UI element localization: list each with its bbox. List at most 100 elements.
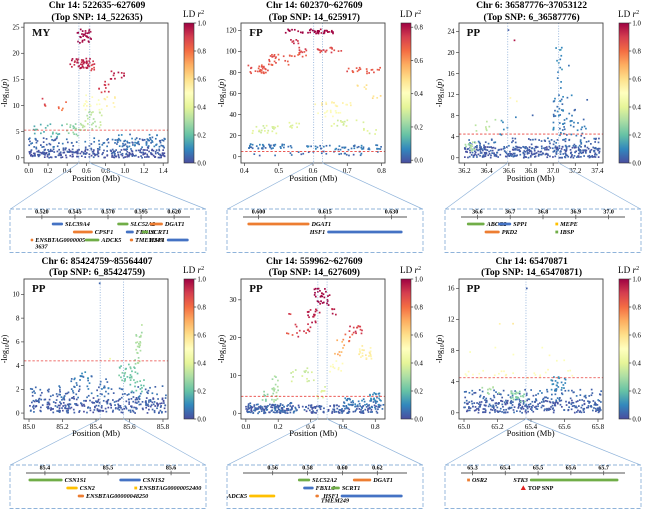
x-tick-label: 36.6 <box>502 167 515 175</box>
connector-line <box>89 162 206 210</box>
gene-label: ENSBTAG0000005 3637 <box>34 237 85 250</box>
gene-bar-cpsf1 <box>72 230 93 234</box>
trait-label: PP <box>466 282 481 295</box>
plot-frame <box>458 278 604 419</box>
gene-label: TMEM249 <box>135 237 163 244</box>
x-axis-label: Position (Mb) <box>289 172 338 183</box>
colorbar-tick-label: 0.8 <box>415 304 424 311</box>
top-snp-marker <box>520 484 526 490</box>
y-tick-label: 25 <box>13 23 20 31</box>
colorbar-tick-label: 0.2 <box>415 124 424 131</box>
ld-r2-label: LD r2 <box>183 265 204 275</box>
gene-ruler-tick-label: 85.4 <box>40 465 50 471</box>
colorbar-tick-label: 0.6 <box>632 76 641 83</box>
x-axis-label: Position (Mb) <box>506 428 555 438</box>
gene-label: DGAT1 <box>164 221 185 228</box>
plot-frame <box>23 278 169 419</box>
gene-bar-fbxl6 <box>303 486 314 489</box>
colorbar-tick-label: 1.0 <box>632 20 641 27</box>
gene-bar-hsf1 <box>340 494 403 497</box>
colorbar-tick-label: 0.2 <box>197 132 206 139</box>
scatter-layer <box>463 29 601 159</box>
y-axis-label: -log10(p) <box>435 78 446 107</box>
x-tick-label: 0.0 <box>24 167 33 175</box>
gene-ruler-tick-label: 0.615 <box>319 209 332 215</box>
panel-plot-svg: 85.0 85.2 85.4 85.6 85.8 0 2 4 6 8 10 -log10(p) 1.0 0… <box>0 265 206 509</box>
gene-ruler-tick-label: 0.570 <box>101 209 114 215</box>
y-tick-label: 8 <box>16 314 20 322</box>
y-tick-label: 4 <box>16 361 20 369</box>
x-tick-label: 65.6 <box>558 422 571 430</box>
gene-ruler-tick-label: 0.630 <box>385 209 398 215</box>
gene-bar-hsf1 <box>166 238 189 242</box>
gene-label: ABCG2 <box>485 221 506 228</box>
ld-r2-label: LD r2 <box>618 265 639 275</box>
gene-marker-osr2 <box>466 478 470 481</box>
gene-marker-ibsp <box>554 230 558 234</box>
colorbar-tick-label: 0.4 <box>415 91 424 98</box>
y-tick-label: 120 <box>226 27 237 35</box>
panel-plot-svg: 65.0 65.2 65.4 65.6 65.8 0 4 8 12 16 -log10(p) 1.0 0… <box>435 265 642 509</box>
colorbar-tick-label: 0.8 <box>632 48 641 55</box>
panel-title-line1: Chr 14: 602370~627609 <box>266 0 363 11</box>
panel-plot-svg: 0.4 0.5 0.6 0.7 0.8 0 20 40 60 80 100 120 -log10(p) 0… <box>217 9 424 253</box>
plot-background <box>241 278 386 419</box>
colorbar <box>183 278 195 419</box>
scatter-layer <box>245 287 385 414</box>
gene-bar-fbxl6 <box>125 230 134 234</box>
y-tick-label: 0 <box>451 154 455 162</box>
gene-track-box <box>444 464 642 509</box>
x-tick-label: 65.2 <box>491 422 504 430</box>
connector-line <box>10 162 80 210</box>
gene-marker-ensbtag00000052400 <box>134 486 138 489</box>
y-tick-label: 20 <box>230 333 237 341</box>
colorbar-tick-label: 0.6 <box>632 332 641 339</box>
gene-bar-tmem249 <box>315 494 320 497</box>
x-tick-label: 1.0 <box>120 167 129 175</box>
gene-bar-abcg2 <box>466 222 485 226</box>
gene-ruler-tick-label: 0.56 <box>268 465 278 471</box>
ld-r2-label: LD r2 <box>400 265 421 275</box>
connector-line <box>123 418 206 465</box>
gene-ruler-tick-label: 0.600 <box>252 209 265 215</box>
colorbar-tick-label: 0.4 <box>197 104 206 111</box>
panel-title-line2: (Top SNP: 14_65470871) <box>481 267 583 278</box>
connector-line <box>525 418 641 465</box>
x-axis-label: Position (Mb) <box>72 428 120 438</box>
gene-ruler-tick-label: 0.520 <box>35 209 48 215</box>
x-tick-label: 85.6 <box>123 422 136 430</box>
gene-bar-tmem249 <box>129 238 134 242</box>
y-axis-label: -log10(p) <box>217 334 228 363</box>
gene-label: TOP SNP <box>528 485 554 492</box>
x-tick-label: 1.2 <box>140 167 149 175</box>
colorbar <box>183 22 195 164</box>
colorbar-tick-label: 0.4 <box>197 360 206 367</box>
y-tick-label: 24 <box>447 28 454 36</box>
gene-ruler-tick-label: 85.6 <box>166 465 176 471</box>
x-tick-label: 37.2 <box>569 167 582 175</box>
colorbar-tick-label: 0.0 <box>632 160 641 167</box>
y-tick-label: 80 <box>230 69 237 77</box>
y-tick-label: 8 <box>451 112 455 120</box>
y-tick-label: 12 <box>447 91 454 99</box>
gene-bar-csn1s1 <box>28 478 63 481</box>
colorbar-tick-label: 0.0 <box>197 416 206 423</box>
gene-ruler-tick-label: 37.0 <box>603 209 613 215</box>
gene-label: HSF1 <box>323 493 339 500</box>
y-tick-label: 8 <box>451 346 455 354</box>
y-tick-label: 0 <box>451 409 455 417</box>
connector-line <box>327 418 423 465</box>
colorbar-tick-label: 0.2 <box>197 388 206 395</box>
x-tick-label: 0.4 <box>307 422 316 430</box>
y-tick-label: 5 <box>16 128 20 136</box>
gene-bar-spp1 <box>497 222 511 226</box>
gene-bar-csn2 <box>66 486 78 489</box>
y-axis-label: -log10(p) <box>0 334 11 363</box>
gene-ruler-tick-label: 65.3 <box>467 465 477 471</box>
x-tick-label: 85.2 <box>56 422 69 430</box>
gene-bar-slc39a4 <box>51 222 64 226</box>
y-axis-label: -log10(p) <box>435 334 446 363</box>
gene-ruler-tick-label: 0.620 <box>167 209 180 215</box>
x-tick-label: 85.0 <box>23 422 36 430</box>
colorbar-tick-label: 0.6 <box>197 332 206 339</box>
